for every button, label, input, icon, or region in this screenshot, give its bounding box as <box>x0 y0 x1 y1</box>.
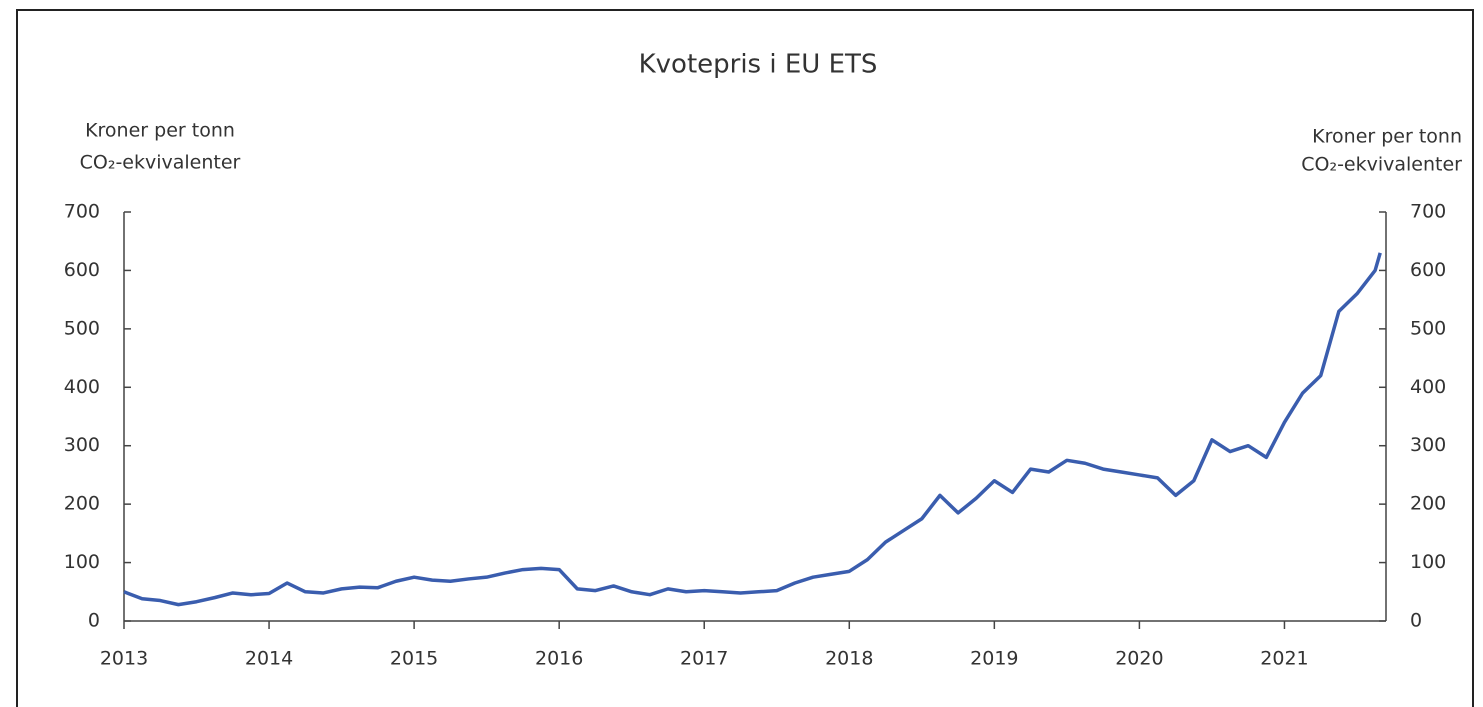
line-series <box>123 252 1382 607</box>
y-tick-label: 700 <box>64 201 100 223</box>
y2-axis-label: Kroner per tonn <box>1312 126 1462 148</box>
x-tick-label: 2014 <box>245 648 293 670</box>
y-tick-label: 300 <box>64 434 100 456</box>
y2-tick-label: 200 <box>1410 493 1446 515</box>
y2-tick-label: 500 <box>1410 317 1446 339</box>
x-tick-label: 2021 <box>1260 648 1308 670</box>
y-tick-label: 600 <box>64 259 100 281</box>
y-tick-label: 100 <box>64 551 100 573</box>
y2-tick-label: 100 <box>1410 551 1446 573</box>
chart-title: Kvotepris i EU ETS <box>639 50 878 80</box>
y-tick-label: 0 <box>88 610 100 632</box>
y2-tick-label: 0 <box>1410 610 1422 632</box>
y-axis-label: Kroner per tonn <box>85 120 235 142</box>
x-tick-label: 2018 <box>825 648 873 670</box>
y2-tick-label: 400 <box>1410 376 1446 398</box>
x-tick-label: 2015 <box>390 648 438 670</box>
y2-tick-label: 300 <box>1410 434 1446 456</box>
x-tick-label: 2019 <box>970 648 1018 670</box>
y2-tick-label: 600 <box>1410 259 1446 281</box>
y2-tick-label: 700 <box>1410 201 1446 223</box>
y-axis-label: CO₂-ekvivalenter <box>80 152 241 174</box>
x-tick-label: 2017 <box>680 648 728 670</box>
frame <box>16 9 1474 707</box>
x-tick-label: 2016 <box>535 648 583 670</box>
x-tick-label: 2013 <box>100 648 148 670</box>
y-tick-label: 400 <box>64 376 100 398</box>
y-tick-label: 500 <box>64 317 100 339</box>
x-tick-label: 2020 <box>1115 648 1163 670</box>
y2-axis-label: CO₂-ekvivalenter <box>1301 154 1462 176</box>
y-tick-label: 200 <box>64 493 100 515</box>
